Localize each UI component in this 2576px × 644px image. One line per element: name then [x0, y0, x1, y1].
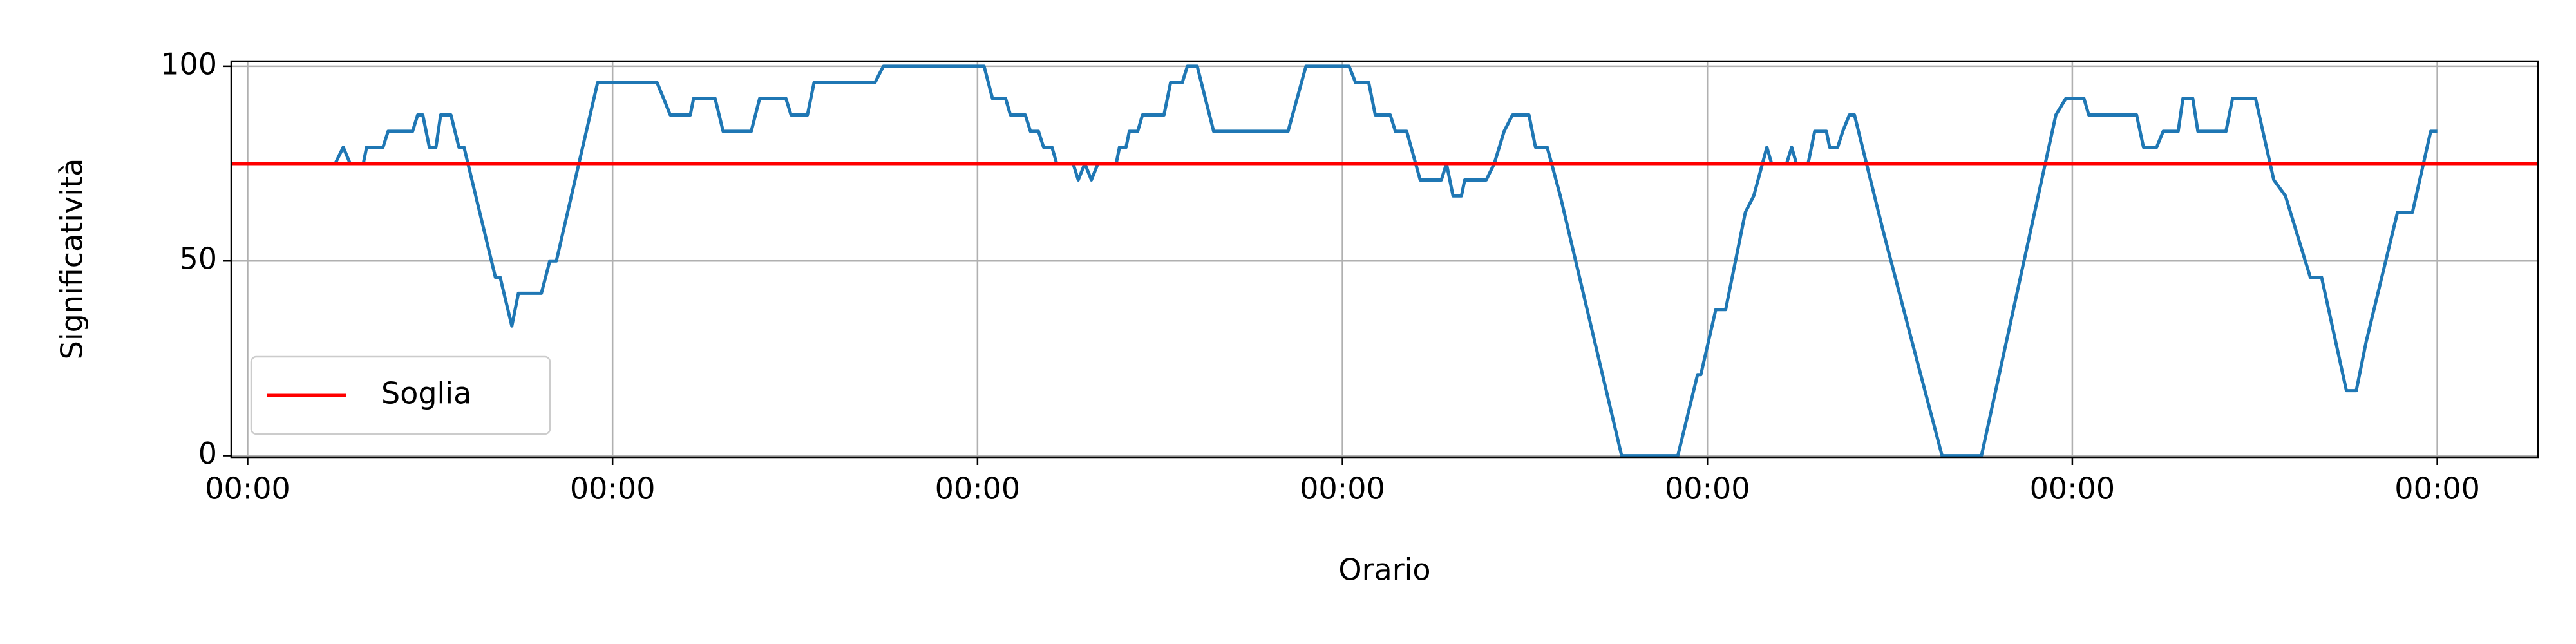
y-axis-label: Significatività	[55, 158, 90, 360]
x-tick-label: 00:00	[1665, 471, 1750, 506]
plot-frame	[230, 60, 2539, 459]
legend-box	[250, 355, 551, 435]
y-tick-label: 100	[160, 46, 217, 81]
x-tick-label: 00:00	[2030, 471, 2116, 506]
x-axis-label: Orario	[1338, 553, 1430, 587]
x-tick-label: 00:00	[205, 471, 290, 506]
x-tick-label: 00:00	[570, 471, 656, 506]
x-tick-label: 00:00	[2394, 471, 2480, 506]
data-line	[334, 64, 2438, 458]
y-tick-label: 0	[198, 436, 217, 471]
x-tick-label: 00:00	[935, 471, 1021, 506]
legend-label: Soglia	[381, 376, 471, 411]
y-tick-label: 50	[179, 242, 217, 276]
x-tick-label: 00:00	[1300, 471, 1385, 506]
